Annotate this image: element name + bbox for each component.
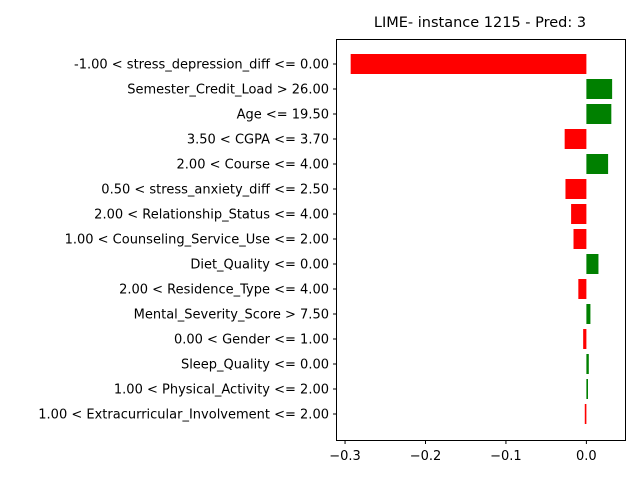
bar [586,354,589,374]
y-tick-label: 0.50 < stress_anxiety_diff <= 2.50 [101,183,329,198]
y-tick-label: 1.00 < Counseling_Service_Use <= 2.00 [65,233,329,248]
y-tick-label: Sleep_Quality <= 0.00 [181,358,329,373]
y-tick-label: Semester_Credit_Load > 26.00 [127,83,329,98]
bar [564,129,587,149]
y-tick-label: -1.00 < stress_depression_diff <= 0.00 [74,58,329,73]
bar [350,54,587,74]
chart-title: LIME- instance 1215 - Pred: 3 [374,15,586,31]
y-tick-label: 1.00 < Extracurricular_Involvement <= 2.… [38,408,329,423]
bar [586,254,599,274]
y-tick-label: 2.00 < Residence_Type <= 4.00 [119,283,329,298]
y-tick-label: Age <= 19.50 [237,108,329,123]
y-tick-label: 2.00 < Relationship_Status <= 4.00 [94,208,329,223]
bars-group [350,54,613,424]
x-tick-label: −0.1 [490,449,522,464]
bar [586,104,612,124]
bar [583,329,587,349]
bar [573,229,587,249]
y-tick-label: 3.50 < CGPA <= 3.70 [187,133,329,148]
x-tick-label: 0.0 [576,449,597,464]
x-tick-label: −0.2 [410,449,442,464]
plot-frame [336,39,626,441]
y-tick-label: 2.00 < Course <= 4.00 [177,158,329,173]
bar [571,204,587,224]
bar [584,404,587,424]
bar [586,154,609,174]
y-tick-label: Diet_Quality <= 0.00 [190,258,329,273]
bar [586,379,588,399]
y-tick-label: Mental_Severity_Score > 7.50 [134,308,329,323]
y-tick-label: 0.00 < Gender <= 1.00 [174,333,329,348]
y-tick-label: 1.00 < Physical_Activity <= 2.00 [114,383,329,398]
bar [565,179,587,199]
y-axis: -1.00 < stress_depression_diff <= 0.00 Se… [38,58,337,423]
bar [578,279,587,299]
bar [586,304,591,324]
bar [586,79,613,99]
x-tick-label: −0.3 [329,449,361,464]
